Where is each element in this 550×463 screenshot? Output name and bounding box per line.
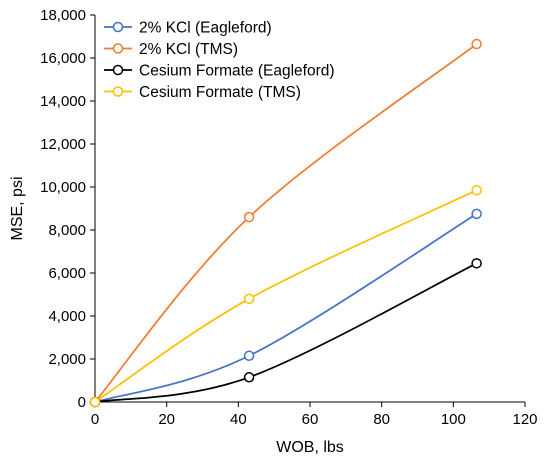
x-tick-label: 20	[158, 411, 175, 428]
legend-swatch-marker	[112, 43, 124, 54]
y-tick-label: 2,000	[48, 351, 86, 368]
x-tick-label: 100	[441, 411, 466, 428]
y-tick-label: 10,000	[40, 179, 86, 196]
y-tick-label: 0	[78, 394, 86, 411]
data-point	[243, 211, 255, 223]
series-line-3	[94, 189, 478, 403]
data-point	[471, 208, 482, 220]
data-point	[89, 396, 101, 408]
legend-label: 2% KCl (TMS)	[139, 41, 238, 58]
y-tick-label: 8,000	[48, 222, 86, 239]
series-markers	[89, 38, 482, 408]
legend-label: 2% KCl (Eagleford)	[139, 20, 272, 37]
legend-swatch-marker	[112, 86, 124, 97]
legend-swatch-marker	[112, 64, 124, 76]
y-tick-label: 14,000	[40, 93, 86, 110]
legend-label: Cesium Formate (TMS)	[139, 84, 301, 101]
axis-ticks: 0 20 40 60 80 100 120 0 2,000 4,000 6,000 8,000 10,0…	[40, 7, 537, 428]
legend-swatch-marker	[112, 21, 124, 33]
data-point	[471, 38, 482, 50]
x-tick-label: 120	[512, 411, 537, 428]
legend-label: Cesium Formate (Eagleford)	[139, 63, 335, 80]
y-tick-label: 4,000	[48, 308, 86, 325]
y-tick-label: 6,000	[48, 265, 86, 282]
data-point	[243, 350, 255, 362]
legend-item: 2% KCl (TMS)	[104, 41, 238, 58]
data-point	[243, 372, 255, 383]
y-tick-label: 16,000	[40, 50, 86, 67]
x-tick-label: 40	[230, 411, 247, 428]
data-point	[471, 258, 482, 269]
series-line-0	[94, 213, 478, 403]
legend: 2% KCl (Eagleford) 2% KCl (TMS) Cesium For…	[104, 20, 335, 101]
data-point	[243, 293, 255, 305]
y-tick-label: 18,000	[40, 7, 86, 24]
x-tick-label: 80	[373, 411, 390, 428]
x-tick-label: 0	[91, 411, 99, 428]
y-tick-label: 12,000	[40, 136, 86, 153]
legend-item: Cesium Formate (Eagleford)	[104, 63, 335, 80]
legend-item: 2% KCl (Eagleford)	[104, 20, 272, 37]
legend-item: Cesium Formate (TMS)	[104, 84, 301, 101]
plot-area: 0 20 40 60 80 100 120 0 2,000 4,000 6,000 8,000 10,0…	[40, 7, 537, 428]
y-axis-title: MSE, psi	[9, 176, 26, 240]
data-point	[471, 184, 482, 196]
x-axis-title: WOB, lbs	[276, 439, 344, 456]
series-line-2	[94, 262, 478, 403]
x-tick-label: 60	[302, 411, 319, 428]
